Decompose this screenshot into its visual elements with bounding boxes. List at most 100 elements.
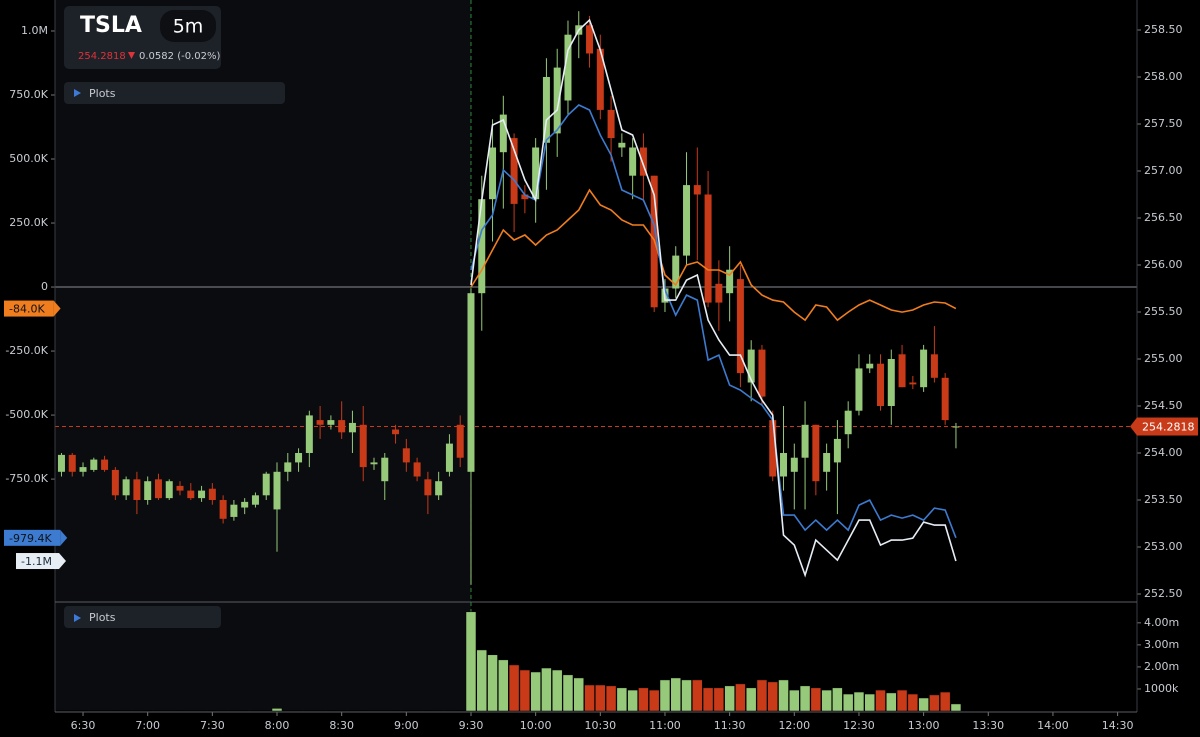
x-tick-label: 11:00 bbox=[649, 719, 681, 732]
candle-body bbox=[715, 283, 723, 303]
volume-bar bbox=[573, 677, 585, 712]
candle-body bbox=[844, 410, 852, 435]
candle-body bbox=[176, 485, 184, 491]
candle-body bbox=[316, 420, 324, 425]
candle-body bbox=[413, 462, 421, 477]
candle-body bbox=[208, 488, 216, 501]
volume-bar bbox=[551, 669, 563, 712]
candle-body bbox=[780, 453, 788, 477]
price-tag: 254.2818 bbox=[1142, 421, 1195, 434]
y2-tick-label: 252.50 bbox=[1144, 587, 1183, 600]
y2-tick-label: 258.50 bbox=[1144, 23, 1183, 36]
plots-button[interactable]: Plots bbox=[64, 82, 285, 104]
plots-button[interactable]: Plots bbox=[64, 606, 221, 628]
candle-body bbox=[57, 454, 65, 472]
volume-bar bbox=[487, 654, 498, 712]
candle-body bbox=[521, 194, 529, 200]
candle-body bbox=[898, 354, 906, 388]
volume-bar bbox=[778, 679, 789, 712]
down-arrow bbox=[128, 52, 135, 59]
volume-bar bbox=[918, 697, 929, 712]
candle-body bbox=[165, 481, 173, 499]
candle-body bbox=[586, 25, 594, 54]
candle-body bbox=[359, 424, 367, 468]
candle-body bbox=[435, 481, 443, 496]
y-tick-label: 0 bbox=[41, 280, 48, 293]
plots-label[interactable]: Plots bbox=[89, 87, 116, 100]
candle-body bbox=[930, 354, 938, 378]
candle-body bbox=[618, 142, 626, 148]
candle-body bbox=[920, 349, 928, 388]
candle-body bbox=[392, 429, 400, 435]
plots-label[interactable]: Plots bbox=[89, 611, 116, 624]
candle-body bbox=[101, 459, 109, 470]
volume-tick-label: 3.00m bbox=[1144, 638, 1179, 651]
indicator-line bbox=[470, 188, 957, 322]
candle-body bbox=[758, 349, 766, 397]
candle-body bbox=[596, 48, 604, 110]
candle-body bbox=[769, 420, 777, 477]
x-tick-label: 6:30 bbox=[71, 719, 96, 732]
y-tick-label: -750.0K bbox=[5, 472, 48, 485]
volume-bar bbox=[789, 689, 800, 712]
x-tick-label: 9:00 bbox=[394, 719, 419, 732]
candle-body bbox=[855, 368, 863, 411]
interval-pill[interactable] bbox=[160, 10, 216, 42]
volume-bar bbox=[616, 687, 628, 712]
header: TSLA 5m 254.2818 0.0582 (-0.02%) bbox=[64, 6, 221, 69]
volume-tick-label: 2.00m bbox=[1144, 660, 1179, 673]
plots-icon bbox=[74, 89, 81, 97]
series-tag-bg bbox=[4, 529, 61, 546]
volume-bar bbox=[519, 669, 531, 712]
candle-body bbox=[68, 454, 76, 472]
candle-body bbox=[489, 147, 497, 200]
y2-tick-label: 258.00 bbox=[1144, 70, 1183, 83]
plots-icon bbox=[74, 614, 81, 622]
volume-bar bbox=[821, 689, 832, 712]
y2-tick-label: 256.50 bbox=[1144, 211, 1183, 224]
candle-body bbox=[812, 424, 820, 482]
candle-body bbox=[219, 500, 227, 519]
premarket-shade bbox=[55, 0, 471, 712]
volume-bar bbox=[530, 671, 541, 712]
plot-area: 1.0M 750.0K 500.0K 250.0K 0 -250.0K -500.0K -75… bbox=[5, 0, 1183, 732]
volume-bar bbox=[465, 611, 477, 712]
x-tick-label: 14:00 bbox=[1037, 719, 1069, 732]
candle-body bbox=[736, 279, 744, 374]
candle-body bbox=[629, 147, 637, 176]
volume-bar bbox=[875, 689, 886, 712]
volume-bar bbox=[950, 703, 962, 712]
x-tick-label: 13:00 bbox=[908, 719, 940, 732]
volume-bar bbox=[702, 687, 714, 712]
last-price: 254.2818 bbox=[78, 51, 126, 62]
indicator-line bbox=[470, 18, 957, 578]
volume-bar bbox=[670, 677, 681, 712]
y-tick-label: -500.0K bbox=[5, 408, 48, 421]
candle-body bbox=[952, 426, 960, 428]
volume-bar bbox=[842, 693, 854, 712]
x-tick-label: 11:30 bbox=[714, 719, 746, 732]
x-tick-label: 12:00 bbox=[778, 719, 810, 732]
volume-bar bbox=[541, 667, 552, 712]
y-tick-label: 500.0K bbox=[9, 152, 48, 165]
candle-body bbox=[198, 490, 206, 499]
candle-body bbox=[154, 479, 162, 499]
candle-body bbox=[747, 349, 755, 383]
series-tag: -1.1M bbox=[21, 555, 52, 568]
x-tick-label: 12:30 bbox=[843, 719, 875, 732]
candle-body bbox=[801, 424, 809, 458]
plots-bg[interactable] bbox=[64, 606, 221, 628]
price-tag-bg bbox=[1137, 417, 1198, 436]
volume-bar bbox=[648, 689, 660, 712]
volume-bar bbox=[767, 681, 778, 712]
plots-bg[interactable] bbox=[64, 82, 285, 104]
interval[interactable]: 5m bbox=[173, 16, 204, 38]
y-tick-label: -250.0K bbox=[5, 344, 48, 357]
candle-body bbox=[144, 481, 152, 501]
candle-body bbox=[445, 443, 453, 472]
candle-body bbox=[823, 453, 831, 472]
candle-body bbox=[338, 420, 346, 433]
y-tick-label: 750.0K bbox=[9, 88, 48, 101]
y2-tick-label: 256.00 bbox=[1144, 258, 1183, 271]
candle-body bbox=[887, 359, 895, 407]
